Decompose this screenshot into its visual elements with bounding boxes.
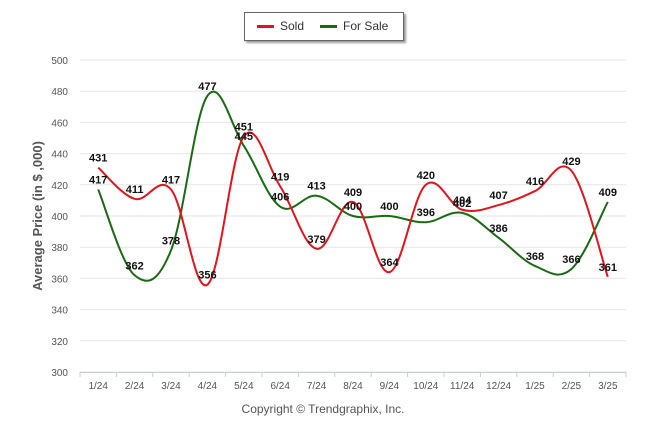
legend-item-for-sale[interactable]: For Sale: [320, 19, 388, 33]
y-tick-label: 480: [51, 87, 68, 98]
data-label-sold: 356: [198, 270, 216, 282]
data-label-for-sale: 402: [453, 198, 471, 210]
data-label-sold: 407: [489, 190, 507, 202]
copyright-credit: Copyright © Trendgraphix, Inc.: [241, 402, 405, 416]
y-tick-label: 320: [51, 337, 68, 348]
data-label-for-sale: 400: [344, 201, 362, 213]
data-label-for-sale: 400: [380, 201, 398, 213]
x-tick-label: 6/24: [270, 381, 290, 392]
data-label-for-sale: 417: [89, 174, 107, 186]
y-tick-label: 400: [51, 212, 68, 223]
data-label-sold: 416: [526, 176, 544, 188]
legend-label-sold: Sold: [280, 19, 305, 33]
x-tick-label: 9/24: [380, 381, 400, 392]
x-tick-label: 11/24: [450, 381, 475, 392]
data-label-for-sale: 368: [526, 251, 544, 263]
data-label-for-sale: 378: [162, 235, 180, 247]
x-tick-label: 7/24: [307, 381, 327, 392]
legend-label-for-sale: For Sale: [343, 19, 389, 33]
data-label-sold: 379: [307, 234, 325, 246]
data-label-sold: 431: [89, 153, 107, 165]
x-tick-label: 4/24: [198, 381, 218, 392]
data-label-sold: 419: [271, 171, 289, 183]
data-label-for-sale: 386: [489, 223, 507, 235]
y-axis-title: Average Price (in $ ,000): [30, 141, 45, 291]
x-tick-label: 10/24: [413, 381, 438, 392]
x-tick-label: 3/24: [161, 381, 181, 392]
data-label-sold: 361: [599, 262, 617, 274]
x-tick-label: 2/25: [562, 381, 582, 392]
data-label-for-sale: 477: [198, 81, 216, 93]
legend-swatch-for-sale: [320, 24, 337, 28]
x-tick-label: 12/24: [486, 381, 511, 392]
y-tick-label: 300: [51, 368, 68, 379]
data-label-sold: 420: [417, 170, 435, 182]
legend-swatch-sold: [257, 24, 274, 28]
data-label-for-sale: 409: [599, 187, 617, 199]
y-tick-label: 340: [51, 306, 68, 317]
data-label-sold: 404: [453, 195, 472, 207]
data-label-sold: 364: [380, 257, 399, 269]
x-tick-label: 1/24: [88, 381, 108, 392]
y-tick-label: 440: [51, 150, 68, 161]
legend: Sold For Sale: [244, 12, 404, 41]
data-label-for-sale: 445: [235, 131, 253, 143]
data-label-for-sale: 362: [125, 260, 143, 272]
data-label-for-sale: 366: [562, 254, 580, 266]
y-tick-label: 380: [51, 243, 68, 254]
data-label-for-sale: 406: [271, 192, 289, 204]
data-label-for-sale: 413: [307, 181, 325, 193]
data-label-sold: 429: [562, 156, 580, 168]
y-tick-label: 500: [51, 56, 68, 67]
data-label-sold: 417: [162, 174, 180, 186]
series-line-for-sale: [97, 90, 609, 282]
data-label-sold: 411: [126, 184, 144, 196]
y-tick-label: 420: [51, 181, 68, 192]
series-line-sold: [97, 131, 609, 287]
x-tick-label: 5/24: [234, 381, 254, 392]
y-tick-label: 360: [51, 274, 68, 285]
x-tick-label: 2/24: [125, 381, 145, 392]
x-tick-label: 3/25: [598, 381, 618, 392]
x-tick-label: 8/24: [343, 381, 363, 392]
x-tick-label: 1/25: [525, 381, 545, 392]
data-label-for-sale: 396: [417, 207, 435, 219]
data-label-sold: 451: [235, 121, 253, 133]
legend-item-sold[interactable]: Sold: [257, 19, 304, 33]
data-label-sold: 409: [344, 187, 362, 199]
y-tick-label: 460: [51, 118, 68, 129]
